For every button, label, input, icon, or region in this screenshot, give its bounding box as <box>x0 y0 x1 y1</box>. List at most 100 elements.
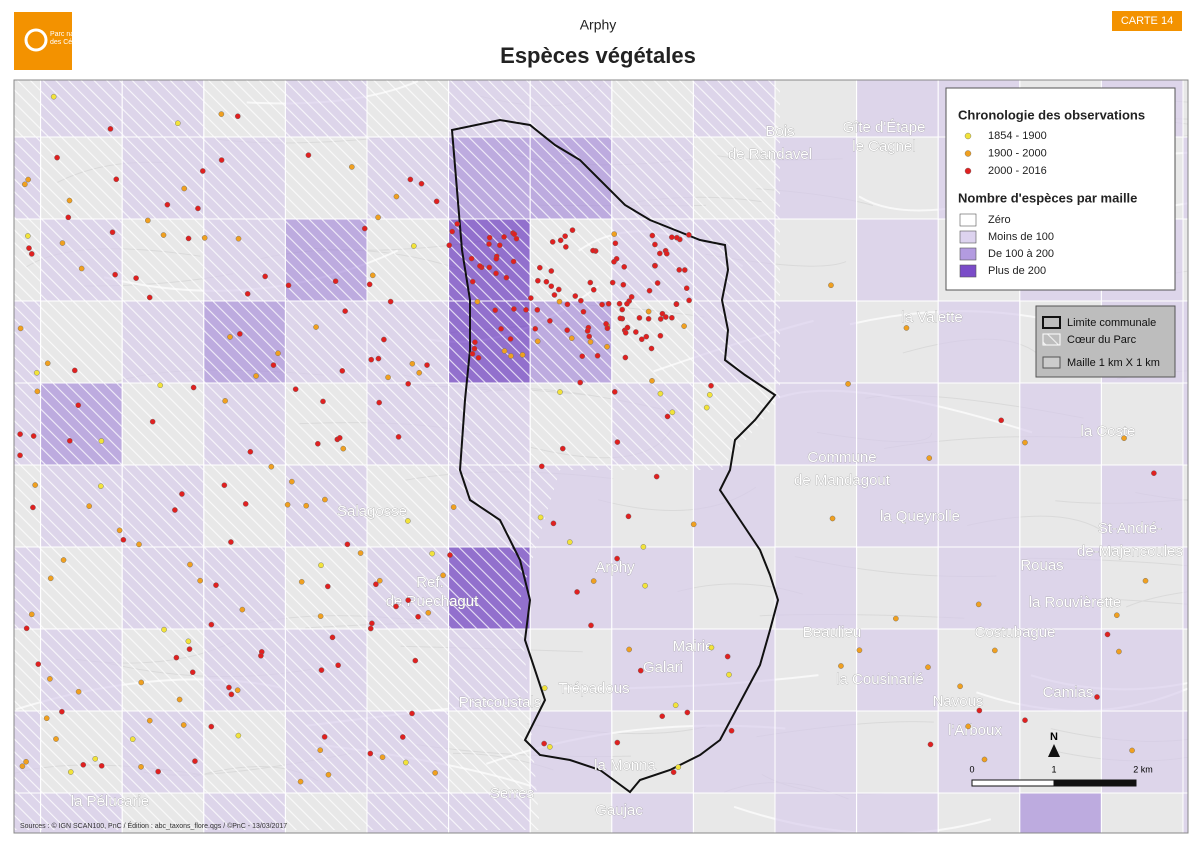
observation-point <box>663 250 670 257</box>
observation-point <box>43 715 50 722</box>
observation-point <box>568 335 575 342</box>
observation-point <box>1121 435 1127 441</box>
observation-point <box>298 579 305 585</box>
place-label: Bois <box>765 123 794 140</box>
observation-point <box>146 717 153 724</box>
observation-point <box>611 258 617 265</box>
observation-point <box>228 539 234 545</box>
observation-point <box>926 455 933 461</box>
observation-point <box>120 537 127 543</box>
observation-point <box>75 402 82 409</box>
place-label: de Mandagout <box>794 472 891 489</box>
observation-point <box>92 756 99 762</box>
place-label: la Cousinarié <box>836 671 924 688</box>
observation-point <box>242 501 249 507</box>
grid-cell <box>611 710 694 794</box>
grid-cell <box>692 546 776 630</box>
observation-point <box>78 265 85 272</box>
observation-point <box>624 301 630 307</box>
observation-point <box>432 770 438 776</box>
place-label: St-André- <box>1098 520 1162 537</box>
scale-label: 0 <box>969 764 974 774</box>
observation-point <box>418 180 425 187</box>
observation-point <box>657 250 663 257</box>
observation-point <box>664 413 671 420</box>
observation-point <box>683 285 690 292</box>
observation-point <box>603 321 609 327</box>
observation-point <box>433 198 440 205</box>
observation-point <box>262 273 268 280</box>
grid-cell <box>611 792 694 833</box>
place-label: Costubague <box>975 624 1056 641</box>
observation-point <box>614 555 620 562</box>
observation-point <box>399 734 406 740</box>
observation-point <box>429 550 435 557</box>
place-label: le Cagnel <box>852 138 915 155</box>
observation-point <box>381 336 387 343</box>
observation-point <box>424 362 430 368</box>
observation-point <box>47 575 54 582</box>
observation-point <box>645 316 652 322</box>
observation-point <box>54 154 60 161</box>
observation-point <box>157 382 164 389</box>
contour <box>1125 591 1188 608</box>
observation-point <box>449 228 455 235</box>
observation-point <box>659 713 666 720</box>
grid-cell <box>1019 382 1102 466</box>
grid-cell <box>856 710 939 794</box>
observation-point <box>625 513 632 520</box>
observation-point <box>616 300 623 307</box>
observation-point <box>412 657 419 664</box>
observation-point <box>30 433 37 439</box>
observation-point <box>477 263 483 269</box>
observation-point <box>218 111 225 117</box>
observation-point <box>30 504 36 511</box>
observation-point <box>189 669 196 676</box>
grid-cell <box>529 546 613 630</box>
grid-cell <box>937 710 1021 794</box>
observation-point <box>562 233 568 239</box>
observation-point <box>676 267 683 273</box>
observation-point <box>186 646 193 652</box>
observation-point <box>303 502 309 509</box>
observation-point <box>369 272 376 279</box>
grid-cell <box>774 792 858 833</box>
observation-point <box>659 310 666 317</box>
observation-point <box>446 242 453 249</box>
observation-point <box>643 333 650 340</box>
place-label: Ref. <box>416 574 444 591</box>
observation-point <box>284 501 291 508</box>
scale-bar <box>971 779 1055 787</box>
observation-point <box>235 235 242 242</box>
map-subtitle: Espèces végétales <box>500 43 696 68</box>
map-frame <box>13 79 1189 834</box>
observation-point <box>486 264 493 271</box>
observation-point <box>1116 648 1122 655</box>
observation-point <box>409 360 416 367</box>
observation-point <box>218 157 225 163</box>
observation-point <box>511 306 517 312</box>
observation-point <box>34 388 41 395</box>
observation-point <box>235 732 242 739</box>
observation-point <box>411 243 417 249</box>
observation-point <box>86 503 92 509</box>
observation-point <box>336 435 343 441</box>
observation-point <box>35 661 42 667</box>
grid-cell <box>1182 80 1188 138</box>
observation-point <box>474 298 481 305</box>
observation-point <box>195 205 201 212</box>
grid-cell <box>1182 628 1188 712</box>
observation-point <box>375 214 381 221</box>
observation-point <box>657 316 664 322</box>
grid-cell <box>1182 464 1188 548</box>
grid-cell <box>774 546 858 630</box>
grid-cell <box>937 628 1021 712</box>
observation-point <box>385 374 391 381</box>
observation-point <box>325 771 332 778</box>
observation-point <box>454 221 461 227</box>
observation-point <box>611 389 618 395</box>
observation-point <box>239 606 246 613</box>
observation-point <box>594 352 601 359</box>
grid-cell <box>937 382 1021 466</box>
observation-point <box>268 463 275 470</box>
